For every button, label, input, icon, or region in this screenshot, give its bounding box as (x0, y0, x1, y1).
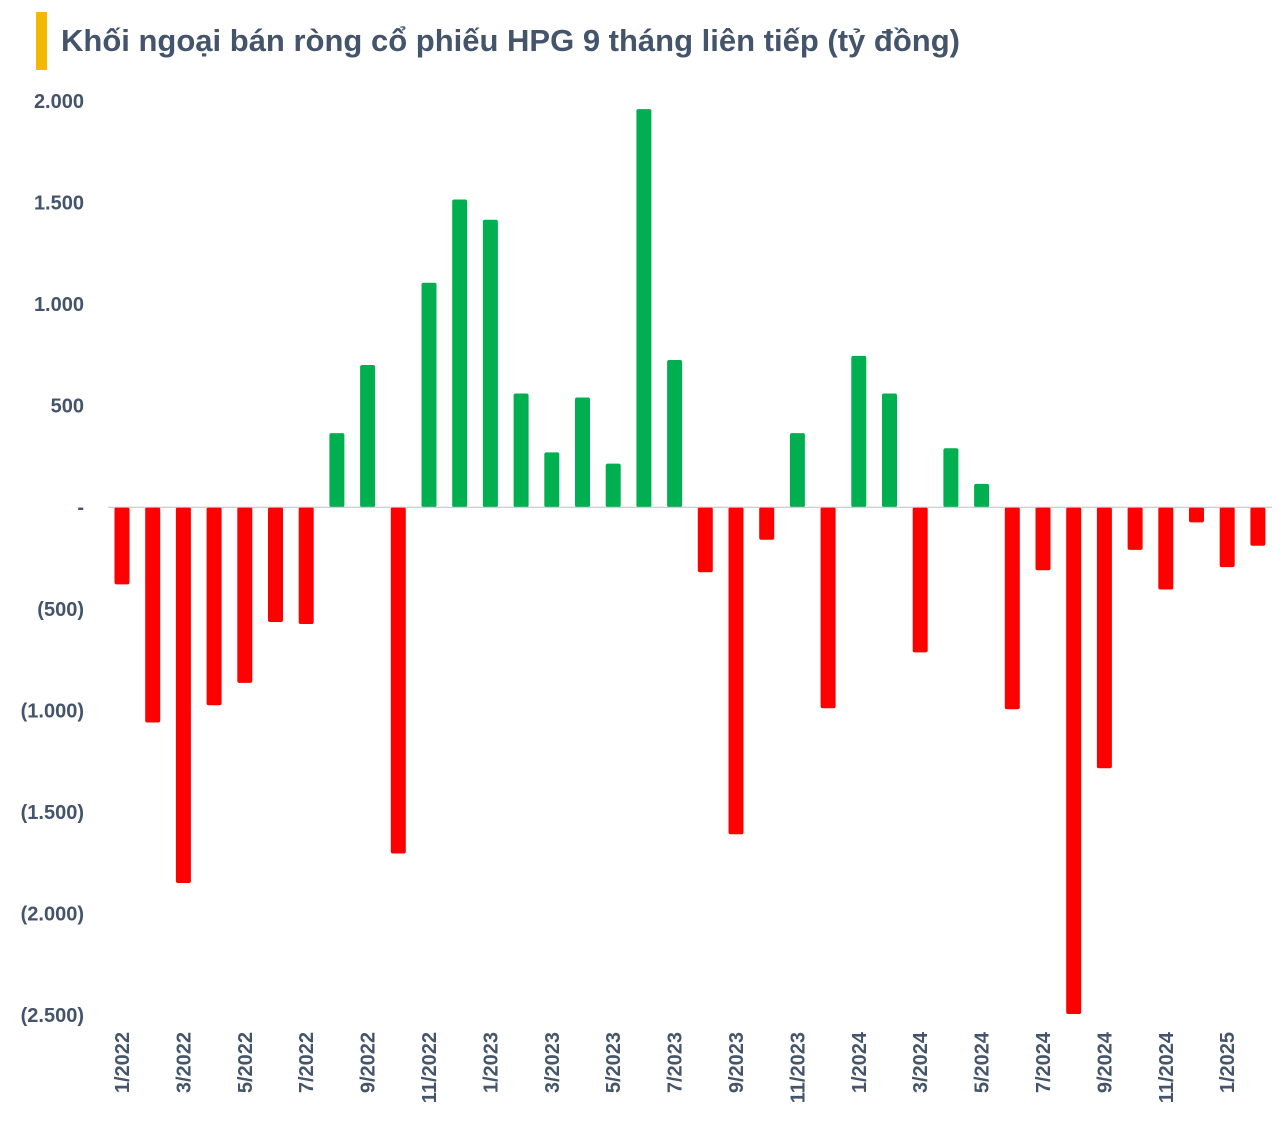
y-tick-label: (2.000) (21, 903, 84, 925)
y-tick-label: - (77, 497, 84, 519)
y-tick-label: 1.500 (34, 193, 84, 215)
bar-2-2025 (1250, 507, 1266, 546)
bar-9-2023 (728, 507, 744, 835)
y-tick-label: (1.500) (21, 802, 84, 824)
bar-3-2023 (544, 452, 560, 508)
bar-1-2024 (851, 355, 867, 508)
x-tick-label: 3/2022 (173, 1032, 195, 1093)
y-tick-label: (1.000) (21, 700, 84, 722)
bar-10-2023 (759, 507, 775, 540)
bar-4-2024 (943, 448, 959, 508)
x-tick-label: 11/2022 (419, 1032, 441, 1103)
x-tick-label: 9/2023 (726, 1032, 748, 1093)
y-tick-label: 1.000 (34, 294, 84, 316)
x-tick-label: 5/2023 (603, 1032, 625, 1093)
x-tick-label: 1/2023 (480, 1032, 502, 1093)
bar-9-2022 (360, 365, 376, 508)
y-tick-label: 2.000 (34, 91, 84, 113)
x-tick-label: 1/2025 (1217, 1032, 1239, 1093)
y-tick-label: 500 (51, 396, 84, 418)
x-tick-label: 11/2024 (1156, 1031, 1178, 1103)
bar-5-2023 (605, 463, 621, 508)
bar-4-2023 (575, 397, 590, 508)
bar-2-2024 (882, 393, 897, 508)
chart-title: Khối ngoại bán ròng cổ phiếu HPG 9 tháng… (36, 12, 960, 70)
bar-8-2023 (697, 507, 713, 573)
bar-6-2023 (636, 109, 652, 508)
bar-5-2022 (237, 507, 253, 683)
bar-7-2023 (667, 360, 683, 508)
bar-11-2023 (789, 433, 805, 508)
bar-3-2024 (912, 507, 928, 653)
chart-title-text: Khối ngoại bán ròng cổ phiếu HPG 9 tháng… (61, 23, 960, 58)
x-tick-label: 9/2022 (358, 1032, 380, 1093)
bar-2-2023 (513, 393, 529, 508)
bar-6-2022 (268, 507, 283, 622)
x-tick-label: 7/2024 (1033, 1031, 1055, 1093)
bar-12-2022 (452, 199, 468, 508)
bar-1-2025 (1219, 507, 1235, 568)
bar-10-2024 (1127, 507, 1143, 550)
bar-1-2023 (482, 219, 498, 508)
x-tick-label: 7/2023 (665, 1032, 687, 1093)
bar-8-2022 (329, 433, 345, 508)
bar-7-2024 (1035, 507, 1051, 571)
bar-5-2024 (974, 483, 990, 508)
bar-2-2022 (145, 507, 161, 723)
bar-1-2022 (114, 507, 130, 585)
x-tick-label: 9/2024 (1094, 1031, 1116, 1093)
title-accent-bar (36, 12, 47, 70)
y-tick-label: (2.500) (21, 1005, 84, 1027)
bar-8-2024 (1066, 507, 1082, 1014)
x-tick-label: 3/2024 (910, 1031, 932, 1093)
bar-9-2024 (1096, 507, 1112, 769)
bar-10-2022 (390, 507, 406, 854)
x-tick-label: 11/2023 (787, 1032, 809, 1103)
bar-11-2022 (421, 282, 437, 508)
x-tick-label: 5/2024 (972, 1031, 994, 1093)
x-tick-label: 1/2024 (849, 1031, 871, 1093)
bar-4-2022 (206, 507, 222, 706)
bar-6-2024 (1004, 507, 1020, 710)
y-tick-label: (500) (37, 599, 84, 621)
bar-7-2022 (298, 507, 314, 624)
bar-12-2023 (820, 507, 836, 709)
bar-12-2024 (1189, 507, 1204, 523)
x-tick-label: 5/2022 (235, 1032, 257, 1093)
x-tick-label: 1/2022 (112, 1032, 134, 1093)
bar-3-2022 (175, 507, 191, 883)
x-tick-label: 7/2022 (296, 1032, 318, 1093)
x-tick-label: 3/2023 (542, 1032, 564, 1093)
bar-11-2024 (1158, 507, 1174, 590)
